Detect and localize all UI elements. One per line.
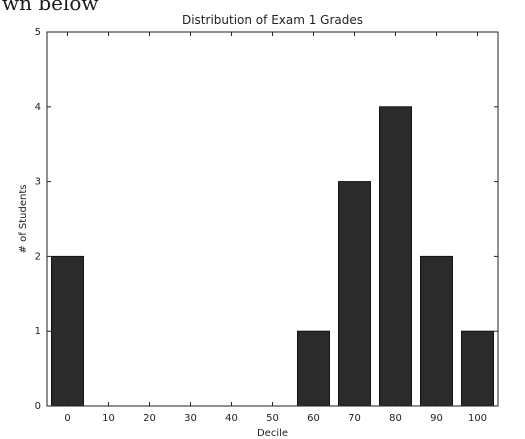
x-tick-label: 70 bbox=[348, 413, 361, 424]
x-tick-label: 90 bbox=[430, 413, 443, 424]
y-tick-label: 3 bbox=[35, 177, 41, 188]
y-tick-label: 5 bbox=[35, 27, 41, 38]
x-tick-label: 20 bbox=[143, 413, 156, 424]
bar-80 bbox=[379, 106, 412, 407]
x-tick-label: 30 bbox=[184, 413, 197, 424]
bar-60 bbox=[297, 330, 330, 407]
x-tick-label: 100 bbox=[468, 413, 487, 424]
bar-100 bbox=[461, 330, 494, 407]
y-ticks: 0 1 2 3 4 5 bbox=[35, 27, 498, 412]
x-tick-label: 80 bbox=[389, 413, 402, 424]
y-tick-label: 4 bbox=[35, 102, 41, 113]
bar-0 bbox=[51, 255, 84, 407]
bar-70 bbox=[338, 181, 371, 407]
chart-title: Distribution of Exam 1 Grades bbox=[182, 13, 363, 27]
bar-group bbox=[51, 106, 494, 407]
x-ticks: 0 10 20 30 40 50 60 70 80 90 100 bbox=[64, 32, 487, 424]
x-tick-label: 50 bbox=[266, 413, 279, 424]
y-axis-label: # of Students bbox=[18, 185, 29, 254]
y-tick-label: 2 bbox=[35, 251, 41, 262]
y-tick-label: 0 bbox=[35, 401, 41, 412]
x-tick-label: 40 bbox=[225, 413, 238, 424]
x-tick-label: 0 bbox=[64, 413, 70, 424]
x-tick-label: 10 bbox=[102, 413, 115, 424]
bar-90 bbox=[420, 255, 453, 407]
x-axis-label: Decile bbox=[257, 428, 288, 439]
page-text-fragment: wn below bbox=[2, 0, 99, 15]
y-tick-label: 1 bbox=[35, 326, 41, 337]
x-tick-label: 60 bbox=[307, 413, 320, 424]
